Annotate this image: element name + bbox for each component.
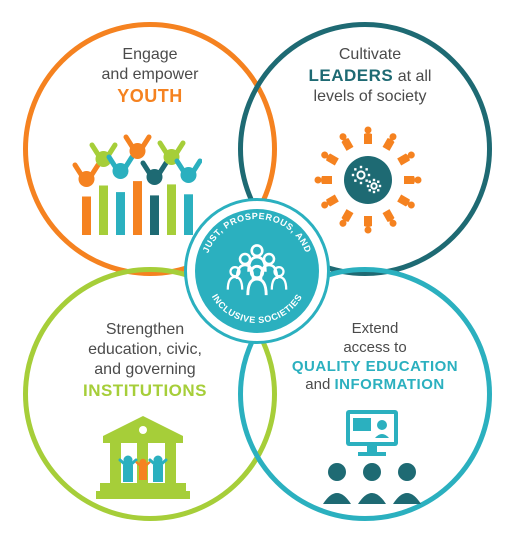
center-badge-inner: JUST, PROSPEROUS, AND INCLUSIVE SOCIETIE… (195, 209, 319, 333)
institutions-icon (88, 410, 198, 505)
txt: Engage (122, 46, 177, 63)
txt: at all (398, 68, 432, 85)
svg-text:INCLUSIVE SOCIETIES: INCLUSIVE SOCIETIES (210, 292, 304, 325)
emphasis-youth: YOUTH (117, 86, 183, 106)
education-icon (312, 408, 432, 513)
emphasis-information: INFORMATION (334, 376, 444, 393)
youth-icon (72, 125, 202, 240)
label-leaders: Cultivate LEADERS at all levels of socie… (290, 45, 450, 107)
txt: and governing (94, 361, 195, 378)
label-youth: Engage and empower YOUTH (70, 45, 230, 108)
svg-text:JUST, PROSPEROUS, AND: JUST, PROSPEROUS, AND (201, 211, 314, 254)
emphasis-leaders: LEADERS (309, 66, 394, 85)
txt: access to (343, 339, 406, 356)
leaders-icon (303, 115, 433, 250)
txt: education, civic, (88, 341, 202, 358)
txt: Cultivate (339, 46, 401, 63)
txt: levels of society (314, 88, 427, 105)
txt: Strengthen (106, 321, 184, 338)
emphasis-institutions: INSTITUTIONS (83, 381, 207, 400)
txt: and empower (102, 66, 199, 83)
txt: and (305, 376, 330, 393)
emphasis-education: QUALITY EDUCATION (292, 358, 458, 375)
txt: Extend (352, 320, 399, 337)
